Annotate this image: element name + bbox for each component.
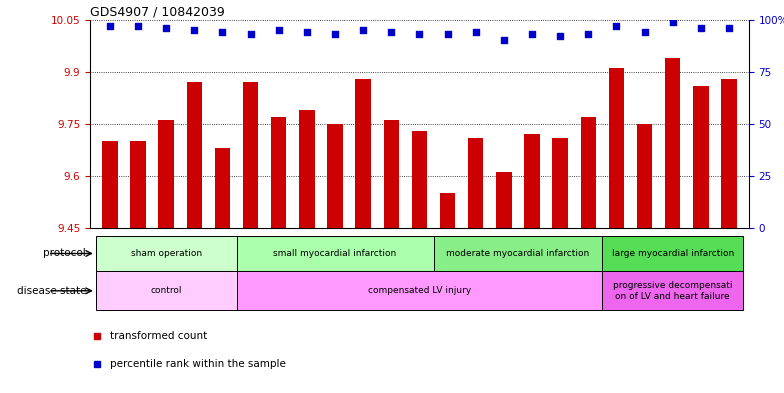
Point [245, 31, 257, 37]
Text: progressive decompensati
on of LV and heart failure: progressive decompensati on of LV and he… [613, 281, 732, 301]
Bar [130, 141, 146, 228]
Point [526, 31, 539, 37]
Point [498, 37, 510, 44]
Bar [553, 138, 568, 228]
Bar [327, 124, 343, 228]
Bar [215, 148, 230, 228]
Bar [602, 271, 743, 310]
Point [554, 33, 566, 39]
Bar [434, 236, 602, 271]
Text: percentile rank within the sample: percentile rank within the sample [110, 359, 286, 369]
Text: large myocardial infarction: large myocardial infarction [612, 249, 734, 258]
Bar [271, 117, 286, 228]
Bar [693, 86, 709, 228]
Text: compensated LV injury: compensated LV injury [368, 286, 471, 295]
Point [582, 31, 594, 37]
Point [385, 29, 397, 35]
Text: control: control [151, 286, 182, 295]
Bar [102, 141, 118, 228]
Point [328, 31, 341, 37]
Point [160, 25, 172, 31]
Point [132, 23, 144, 29]
Point [723, 25, 735, 31]
Text: disease state: disease state [16, 286, 86, 296]
Point [357, 27, 369, 33]
Bar [187, 82, 202, 228]
Point [188, 27, 201, 33]
Bar [412, 131, 427, 228]
Point [695, 25, 707, 31]
Point [441, 31, 454, 37]
Bar [440, 193, 456, 228]
Point [666, 18, 679, 25]
Text: protocol: protocol [43, 248, 86, 259]
Bar [602, 236, 743, 271]
Bar [96, 236, 237, 271]
Bar [96, 271, 237, 310]
Bar [468, 138, 484, 228]
Point [638, 29, 651, 35]
Text: sham operation: sham operation [131, 249, 201, 258]
Bar [665, 58, 681, 228]
Point [216, 29, 229, 35]
Bar [608, 68, 624, 228]
Point [103, 23, 116, 29]
Bar [496, 173, 512, 228]
Text: GDS4907 / 10842039: GDS4907 / 10842039 [90, 6, 225, 18]
Bar [581, 117, 596, 228]
Bar [158, 120, 174, 228]
Bar [637, 124, 652, 228]
Bar [237, 271, 602, 310]
Text: moderate myocardial infarction: moderate myocardial infarction [446, 249, 590, 258]
Text: transformed count: transformed count [110, 331, 207, 341]
Bar [299, 110, 314, 228]
Bar [383, 120, 399, 228]
Point [413, 31, 426, 37]
Bar [355, 79, 371, 228]
Point [273, 27, 285, 33]
Bar [243, 82, 258, 228]
Bar [721, 79, 737, 228]
Text: small myocardial infarction: small myocardial infarction [274, 249, 397, 258]
Point [300, 29, 313, 35]
Bar [524, 134, 539, 228]
Point [470, 29, 482, 35]
Bar [237, 236, 434, 271]
Point [610, 23, 622, 29]
